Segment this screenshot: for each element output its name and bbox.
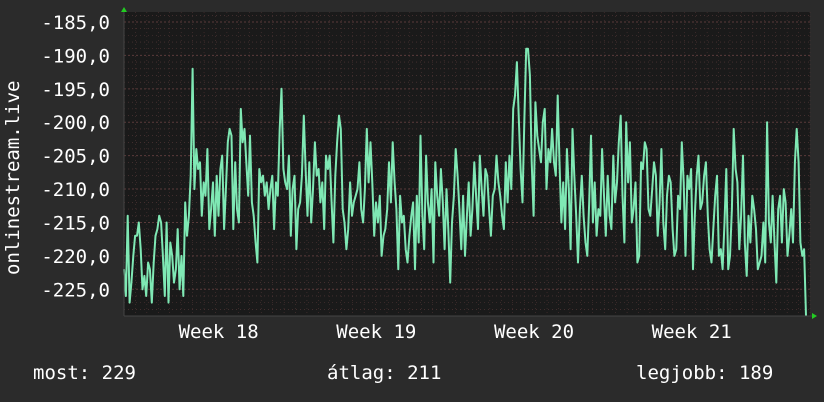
y-tick-label: -215,0 — [41, 212, 110, 234]
y-tick-label: -200,0 — [41, 112, 110, 134]
x-axis-arrow — [812, 313, 817, 319]
y-tick-label: -210,0 — [41, 179, 110, 201]
axes — [121, 7, 817, 319]
x-tick-label: Week 21 — [652, 321, 732, 343]
y-axis-ticks: -185,0 -190,0 -195,0 -200,0 -205,0 -210,0 -215… — [41, 12, 110, 301]
y-axis-label-wrap: onlinestream.live — [2, 81, 24, 275]
y-tick-label: -195,0 — [41, 79, 110, 101]
series-line — [123, 47, 807, 317]
stat-average: átlag: 211 — [327, 362, 442, 384]
y-tick-label: -185,0 — [41, 12, 110, 34]
x-tick-label: Week 19 — [336, 321, 416, 343]
y-tick-label: -190,0 — [41, 45, 110, 67]
y-tick-label: -220,0 — [41, 246, 110, 268]
y-tick-label: -225,0 — [41, 279, 110, 301]
stats-footer: most: 229 átlag: 211 legjobb: 189 — [0, 362, 824, 390]
x-axis-ticks: Week 18 Week 19 Week 20 Week 21 — [179, 321, 732, 343]
stat-best: legjobb: 189 — [636, 362, 774, 384]
x-tick-label: Week 18 — [179, 321, 259, 343]
y-axis-arrow — [121, 7, 127, 12]
stat-current: most: 229 — [33, 362, 136, 384]
y-axis-label: onlinestream.live — [2, 81, 24, 275]
y-tick-label: -205,0 — [41, 146, 110, 168]
x-tick-label: Week 20 — [494, 321, 574, 343]
